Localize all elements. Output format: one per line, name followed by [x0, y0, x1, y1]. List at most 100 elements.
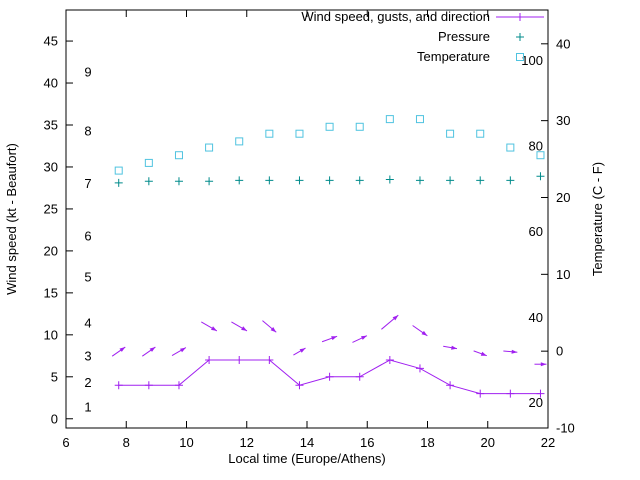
- right-tick-label: 10: [556, 267, 570, 282]
- wind-speed-point: [476, 389, 485, 398]
- wind-arrow-head: [480, 351, 487, 356]
- legend-label: Pressure: [438, 29, 490, 44]
- pressure-point: [205, 177, 214, 186]
- left-tick-label: 0: [51, 411, 58, 426]
- left-tick-label: 35: [44, 117, 58, 132]
- pressure-point: [144, 177, 153, 186]
- wind-arrow-head: [119, 347, 126, 352]
- temperature-point: [205, 143, 214, 152]
- temperature-point: [506, 143, 515, 152]
- legend: Wind speed, gusts, and direction Pressure…: [301, 9, 544, 64]
- wind-speed-point: [355, 372, 364, 381]
- x-axis: 6 8 10 12 14 16 18 20 22: [62, 10, 555, 450]
- pressure-point: [506, 176, 515, 185]
- plot-border: [65, 9, 549, 429]
- left-tick-label: 15: [44, 285, 58, 300]
- temperature-point: [174, 151, 183, 160]
- left-axis-title: Wind speed (kt - Beaufort): [4, 143, 19, 295]
- temperature-point: [114, 166, 123, 175]
- left-tick-label: 40: [44, 76, 58, 91]
- temperature-point: [476, 129, 485, 138]
- wind-speed-point: [235, 356, 244, 365]
- wind-arrow-head: [331, 336, 338, 341]
- pressure-point: [235, 176, 244, 185]
- beaufort-label: 5: [84, 269, 91, 284]
- x-tick-label: 20: [481, 435, 495, 450]
- right-tick-label: -10: [556, 421, 575, 436]
- wind-arrow-head: [299, 348, 306, 353]
- temperature-point: [385, 115, 394, 124]
- wind-arrow-head: [511, 349, 518, 354]
- x-tick-label: 22: [541, 435, 555, 450]
- beaufort-label: 4: [84, 316, 91, 331]
- wind-arrow-head: [241, 326, 247, 331]
- right-tick-label: 0: [556, 344, 563, 359]
- wind-speed-point: [385, 356, 394, 365]
- x-tick-label: 16: [360, 435, 374, 450]
- pressure-point: [114, 178, 123, 187]
- beaufort-label: 7: [84, 176, 91, 191]
- x-tick-label: 10: [179, 435, 193, 450]
- x-tick-label: 12: [240, 435, 254, 450]
- left-axis: 0 5 10 15 20 25 30 35 40 45: [44, 34, 73, 426]
- x-axis-title: Local time (Europe/Athens): [228, 451, 386, 466]
- wind-arrow-head: [421, 330, 428, 336]
- wind-speed-point: [174, 381, 183, 390]
- left-tick-label: 25: [44, 201, 58, 216]
- beaufort-label: 3: [84, 348, 91, 363]
- wind-speed-point: [536, 389, 545, 398]
- wind-arrow-head: [451, 345, 457, 350]
- legend-label: Temperature: [417, 49, 490, 64]
- beaufort-scale: 1 2 3 4 5 6 7 8 9: [84, 65, 91, 415]
- wind-speed-point: [446, 381, 455, 390]
- pressure-series: [114, 172, 545, 187]
- legend-sample-marker: [516, 53, 524, 61]
- x-tick-label: 14: [300, 435, 314, 450]
- wind-speed-point: [265, 356, 274, 365]
- temperature-point: [325, 122, 334, 131]
- wind-arrow-head: [211, 326, 217, 331]
- pressure-point: [265, 176, 274, 185]
- pressure-point: [476, 176, 485, 185]
- fahrenheit-label: 80: [529, 139, 543, 154]
- wind-arrow-head: [180, 347, 186, 353]
- wind-arrow-head: [149, 347, 156, 352]
- right-tick-label: 20: [556, 190, 570, 205]
- temperature-point: [295, 129, 304, 138]
- temperature-point: [446, 129, 455, 138]
- beaufort-label: 8: [84, 123, 91, 138]
- wind-arrow-head: [270, 327, 277, 333]
- right-axis: -10 0 10 20 30 40: [541, 36, 575, 436]
- legend-label: Wind speed, gusts, and direction: [301, 9, 490, 24]
- pressure-point: [446, 176, 455, 185]
- x-tick-label: 8: [123, 435, 130, 450]
- left-tick-label: 20: [44, 243, 58, 258]
- wind-speed-point: [325, 372, 334, 381]
- pressure-point: [355, 176, 364, 185]
- temperature-point: [536, 151, 545, 160]
- wind-speed-point: [144, 381, 153, 390]
- wind-direction-arrows: [111, 314, 547, 367]
- right-tick-label: 30: [556, 113, 570, 128]
- fahrenheit-scale: 20 40 60 80 100: [521, 53, 543, 410]
- temperature-point: [355, 122, 364, 131]
- wind-speed-point: [506, 389, 515, 398]
- beaufort-label: 1: [84, 400, 91, 415]
- pressure-point: [174, 177, 183, 186]
- wind-arrow-head: [540, 362, 547, 367]
- legend-sample-marker: [516, 33, 524, 41]
- pressure-point: [295, 176, 304, 185]
- right-tick-label: 40: [556, 36, 570, 51]
- pressure-point: [536, 172, 545, 181]
- wind-arrow-head: [361, 335, 367, 340]
- x-tick-label: 6: [62, 435, 69, 450]
- wind-arrow-head: [392, 315, 399, 321]
- left-tick-label: 45: [44, 34, 58, 49]
- wind-speed-point: [114, 381, 123, 390]
- pressure-point: [385, 175, 394, 184]
- wind-speed-point: [295, 381, 304, 390]
- temperature-series: [114, 115, 545, 175]
- wind-speed-point: [205, 356, 214, 365]
- fahrenheit-label: 40: [529, 310, 543, 325]
